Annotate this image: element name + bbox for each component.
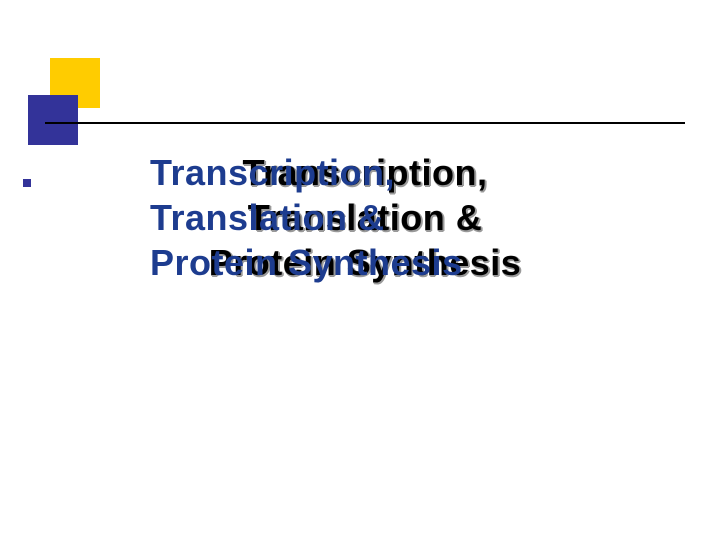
bullet-square [23,179,31,187]
slide-title: Transcription, Transcription, Translatio… [150,150,580,285]
horizontal-rule [45,122,685,124]
blue-square [28,95,78,145]
title-line-1: Transcription, [150,150,395,195]
corner-decoration [0,0,240,160]
title-line-2: Translation & [150,195,385,240]
title-line-3: Protein Synthesis [150,240,463,285]
